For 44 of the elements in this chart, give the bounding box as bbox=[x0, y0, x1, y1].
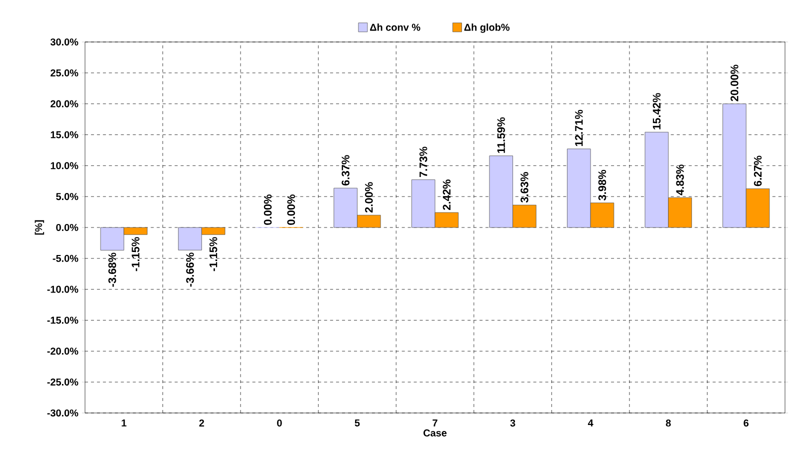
x-tick-label: 6 bbox=[744, 420, 749, 427]
y-tick-label: -15.0% bbox=[47, 316, 78, 324]
y-axis-title: [%] bbox=[34, 220, 44, 235]
x-tick-label: 3 bbox=[510, 420, 516, 427]
data-label: -1.15% bbox=[132, 237, 140, 272]
data-label: 6.37% bbox=[342, 155, 350, 186]
y-tick-label: 10.0% bbox=[50, 162, 78, 170]
x-tick-label: 5 bbox=[354, 420, 360, 426]
data-label: 6.27% bbox=[754, 156, 762, 186]
x-tick-label: 0 bbox=[277, 420, 282, 427]
y-tick-label: 5.0% bbox=[56, 193, 78, 200]
x-tick-label: 1 bbox=[122, 420, 126, 426]
data-label: -3.68% bbox=[108, 252, 116, 287]
data-label: 0.00% bbox=[264, 194, 272, 225]
x-axis-title: Case bbox=[424, 429, 447, 436]
data-label: 20.00% bbox=[730, 64, 738, 102]
data-label: 2.00% bbox=[365, 182, 373, 213]
data-label: 3.98% bbox=[598, 170, 606, 200]
data-label: 2.42% bbox=[442, 180, 451, 210]
y-tick-label: 25.0% bbox=[50, 69, 78, 76]
data-label: -3.66% bbox=[186, 252, 194, 287]
x-tick-label: 8 bbox=[666, 420, 671, 427]
y-tick-label: 20.0% bbox=[50, 100, 78, 108]
y-tick-label: 30.0% bbox=[50, 38, 78, 46]
legend-label: Δh conv % bbox=[370, 24, 420, 31]
data-label: 11.59% bbox=[497, 117, 505, 153]
data-label: 15.42% bbox=[652, 93, 661, 130]
y-tick-label: 0.0% bbox=[56, 224, 78, 232]
legend-label: Δh glob% bbox=[464, 24, 510, 33]
data-label: 12.71% bbox=[575, 110, 583, 146]
data-label: 4.83% bbox=[676, 164, 684, 196]
data-label: 0.00% bbox=[287, 194, 295, 225]
x-tick-label: 4 bbox=[588, 420, 594, 426]
y-tick-label: -20.0% bbox=[47, 348, 78, 355]
x-tick-label: 7 bbox=[432, 420, 438, 426]
y-tick-label: -25.0% bbox=[47, 378, 78, 386]
y-tick-label: -5.0% bbox=[52, 254, 78, 262]
data-label: 3.63% bbox=[520, 172, 528, 203]
data-label: -1.15% bbox=[209, 237, 218, 272]
y-tick-label: -30.0% bbox=[47, 409, 78, 417]
x-tick-label: 2 bbox=[199, 420, 204, 426]
y-tick-label: 15.0% bbox=[50, 131, 78, 138]
data-label: 7.73% bbox=[419, 146, 428, 178]
y-tick-label: -10.0% bbox=[47, 286, 78, 293]
